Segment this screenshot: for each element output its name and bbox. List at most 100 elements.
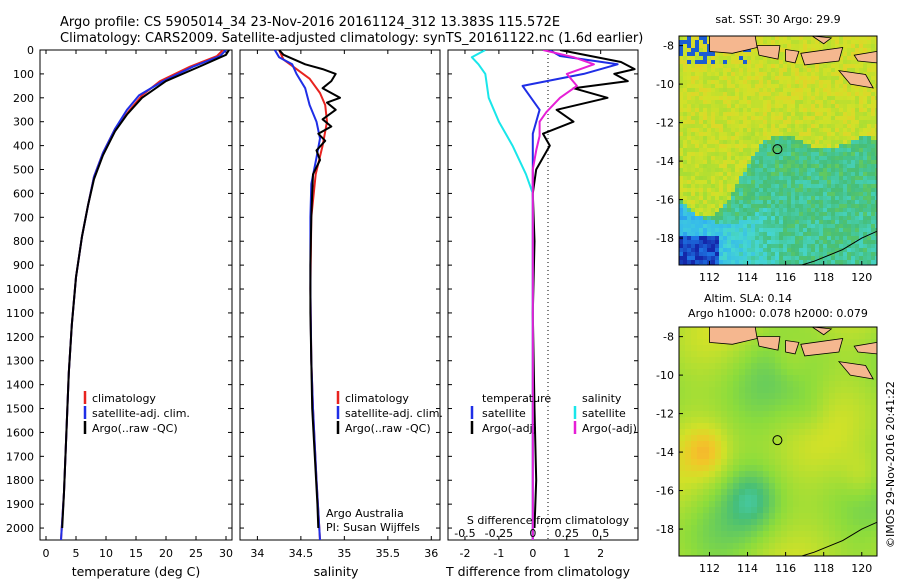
map-cell [723, 120, 728, 125]
map-cell [871, 136, 876, 141]
map-cell [805, 519, 812, 526]
map-cell [683, 108, 688, 113]
map-cell [707, 88, 712, 93]
map-cell [871, 441, 877, 448]
map-cell [871, 236, 876, 241]
sla-map-field [679, 327, 877, 556]
map-cell [835, 156, 840, 161]
map-cell [831, 196, 836, 201]
map-cell [697, 447, 704, 454]
map-cell [791, 244, 796, 249]
map-cell [723, 140, 728, 145]
map-cell [771, 216, 776, 221]
map-cell [699, 228, 704, 233]
map-cell [721, 459, 728, 466]
map-cell [771, 96, 776, 101]
map-cell [709, 525, 716, 532]
map-cell [771, 180, 776, 185]
map-cell [843, 108, 848, 113]
map-cell [695, 212, 700, 217]
map-cell [847, 525, 854, 532]
map-cell [851, 64, 856, 69]
map-cell [859, 381, 866, 388]
map-cell [755, 240, 760, 245]
map-cell [739, 441, 746, 448]
map-cell [751, 339, 758, 346]
map-cell [731, 120, 736, 125]
map-cell [811, 128, 816, 133]
map-cell [775, 180, 780, 185]
map-cell [871, 471, 877, 478]
map-cell [747, 188, 752, 193]
map-cell [743, 152, 748, 157]
map-cell [835, 148, 840, 153]
map-cell [709, 513, 716, 520]
map-cell [715, 136, 720, 141]
map-cell [779, 188, 784, 193]
map-cell [815, 180, 820, 185]
map-cell [699, 156, 704, 161]
map-cell [755, 176, 760, 181]
map-cell [687, 136, 692, 141]
map-cell [751, 387, 758, 394]
map-cell [767, 200, 772, 205]
map-cell [739, 471, 746, 478]
difference-legend: temperature satellite Argo(-adj) salinit… [470, 392, 637, 435]
map-cell [747, 64, 752, 69]
map-cell [727, 152, 732, 157]
map-cell [763, 495, 770, 502]
map-cell [835, 333, 842, 340]
map-cell [783, 36, 788, 41]
map-cell [739, 136, 744, 141]
map-cell [719, 184, 724, 189]
map-cell [751, 156, 756, 161]
map-cell [703, 116, 708, 121]
map-cell [775, 327, 782, 334]
map-cell [803, 256, 808, 261]
map-cell [847, 549, 854, 556]
map-cell [751, 489, 758, 496]
map-cell [769, 453, 776, 460]
map-cell [763, 471, 770, 478]
map-cell [815, 216, 820, 221]
map-cell [815, 224, 820, 229]
map-cell [745, 489, 752, 496]
map-cell [831, 240, 836, 245]
map-cell [739, 549, 746, 556]
map-cell [799, 244, 804, 249]
map-cell [759, 236, 764, 241]
map-cell [863, 168, 868, 173]
map-cell [763, 220, 768, 225]
map-cell [763, 208, 768, 213]
map-cell [747, 164, 752, 169]
map-cell [839, 152, 844, 157]
map-cell [733, 465, 740, 472]
map-cell [835, 216, 840, 221]
map-cell [791, 164, 796, 169]
map-cell [815, 132, 820, 137]
map-cell [719, 116, 724, 121]
map-cell [863, 208, 868, 213]
map-cell [829, 507, 836, 514]
map-cell [767, 248, 772, 253]
map-cell [735, 76, 740, 81]
map-cell [827, 64, 832, 69]
map-cell [759, 144, 764, 149]
map-cell [787, 549, 794, 556]
map-cell [727, 513, 734, 520]
map-cell [775, 152, 780, 157]
map-cell [767, 88, 772, 93]
map-cell [711, 136, 716, 141]
map-cell [859, 96, 864, 101]
map-cell [799, 80, 804, 85]
map-cell [707, 56, 712, 61]
map-cell [763, 519, 770, 526]
map-cell [811, 489, 818, 496]
map-cell [763, 168, 768, 173]
map-cell [853, 423, 860, 430]
map-cell [811, 423, 818, 430]
map-cell [709, 429, 716, 436]
map-cell [763, 100, 768, 105]
map-cell [719, 72, 724, 77]
map-cell [747, 116, 752, 121]
